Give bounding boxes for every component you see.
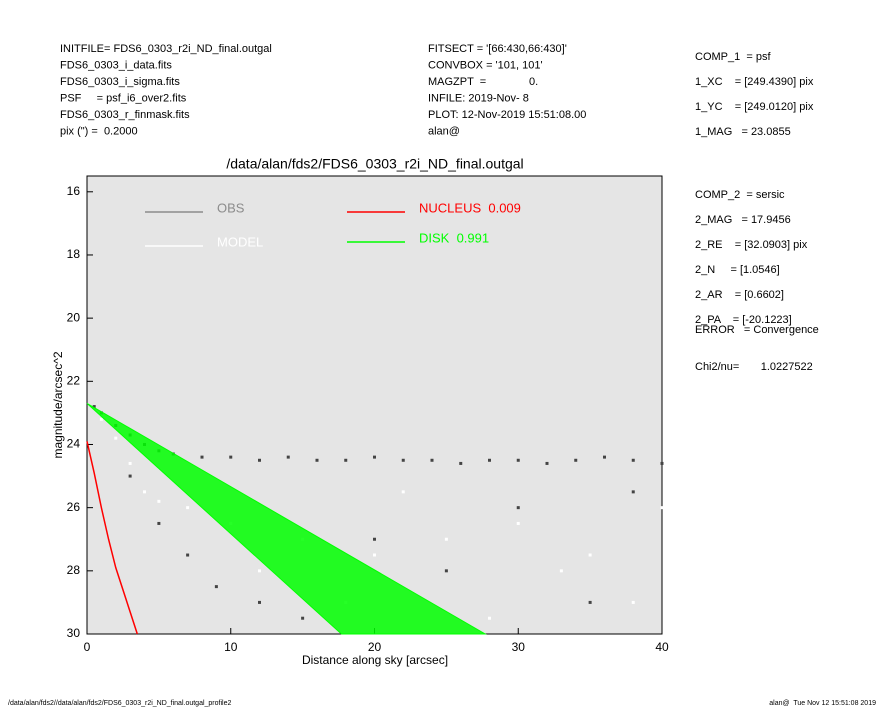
data-point bbox=[373, 537, 376, 541]
x-tick-label: 20 bbox=[368, 640, 382, 654]
header-line: FITSECT = '[66:430,66:430]' bbox=[428, 43, 567, 55]
data-point bbox=[631, 600, 635, 604]
y-tick-label: 24 bbox=[67, 437, 81, 451]
header-line: CONVBOX = '101, 101' bbox=[428, 59, 543, 71]
header-line: PLOT: 12-Nov-2019 15:51:08.00 bbox=[428, 109, 586, 121]
legend-label: NUCLEUS 0.009 bbox=[419, 200, 521, 215]
data-point bbox=[214, 585, 218, 589]
data-point bbox=[186, 506, 190, 510]
param-line: 2_AR = [0.6602] bbox=[695, 289, 784, 301]
header-line: pix (") = 0.2000 bbox=[60, 125, 138, 137]
x-tick-label: 30 bbox=[512, 640, 526, 654]
data-point bbox=[603, 455, 606, 459]
y-tick-label: 30 bbox=[67, 626, 81, 640]
data-point bbox=[143, 490, 146, 494]
footer-left: /data/alan/fds2//data/alan/fds2/FDS6_030… bbox=[8, 700, 231, 707]
data-point bbox=[516, 521, 520, 525]
profile-line bbox=[86, 441, 139, 635]
chart-title: /data/alan/fds2/FDS6_0303_r2i_ND_final.o… bbox=[226, 156, 523, 172]
param-line: 1_XC = [249.4390] pix bbox=[695, 76, 814, 88]
chi-text: Chi2/nu= 1.0227522 bbox=[695, 361, 813, 373]
data-point bbox=[401, 490, 405, 494]
param-line: COMP_2 = sersic bbox=[695, 189, 785, 201]
data-point bbox=[545, 461, 549, 465]
data-point bbox=[315, 458, 319, 462]
error-text: ERROR = Convergence bbox=[695, 324, 819, 336]
data-point bbox=[444, 569, 448, 573]
param-line: 2_N = [1.0546] bbox=[695, 264, 780, 276]
data-point bbox=[258, 458, 261, 462]
data-point bbox=[516, 458, 520, 462]
data-point bbox=[559, 569, 563, 573]
header-line: INITFILE= FDS6_0303_r2i_ND_final.outgal bbox=[60, 43, 272, 55]
data-point bbox=[344, 458, 348, 462]
data-point bbox=[401, 458, 405, 462]
data-point bbox=[574, 458, 578, 462]
param-line: 1_YC = [249.0120] pix bbox=[695, 101, 814, 113]
data-point bbox=[128, 474, 132, 478]
y-tick-label: 22 bbox=[67, 373, 81, 387]
data-point bbox=[488, 616, 491, 620]
header-line: FDS6_0303_r_finmask.fits bbox=[60, 109, 190, 121]
param-line: 1_MAG = 23.0855 bbox=[695, 126, 791, 138]
legend-label: OBS bbox=[217, 200, 245, 215]
data-point bbox=[459, 461, 463, 465]
data-point bbox=[286, 455, 290, 459]
data-point bbox=[373, 455, 376, 459]
plot-area bbox=[86, 175, 663, 635]
data-point bbox=[301, 616, 305, 620]
data-point bbox=[186, 553, 190, 557]
data-point bbox=[516, 506, 520, 510]
header-line: INFILE: 2019-Nov- 8 bbox=[428, 92, 529, 104]
data-point bbox=[114, 436, 118, 440]
header-line: FDS6_0303_i_sigma.fits bbox=[60, 76, 180, 88]
data-point bbox=[631, 458, 635, 462]
data-point bbox=[488, 458, 491, 462]
y-tick-label: 26 bbox=[67, 500, 81, 514]
legend-label: MODEL bbox=[217, 234, 263, 249]
data-point bbox=[258, 600, 261, 604]
data-point bbox=[128, 461, 132, 465]
data-point bbox=[157, 499, 161, 503]
data-point bbox=[444, 537, 448, 541]
data-point bbox=[258, 569, 261, 573]
y-tick-label: 28 bbox=[67, 563, 81, 577]
param-line: 2_PA = [-20.1223] bbox=[695, 314, 792, 326]
data-point bbox=[157, 521, 161, 525]
data-point bbox=[229, 455, 233, 459]
y-axis-label: magnitude/arcsec^2 bbox=[51, 351, 65, 458]
x-tick-label: 40 bbox=[655, 640, 669, 654]
data-point bbox=[200, 455, 204, 459]
data-point bbox=[660, 461, 664, 465]
data-point bbox=[588, 600, 592, 604]
data-point bbox=[660, 506, 664, 510]
y-tick-label: 16 bbox=[67, 184, 81, 198]
data-point bbox=[373, 553, 376, 557]
x-axis-label: Distance along sky [arcsec] bbox=[302, 653, 448, 667]
param-line: 2_MAG = 17.9456 bbox=[695, 214, 791, 226]
header-line: alan@ bbox=[428, 125, 460, 137]
param-line: 2_RE = [32.0903] pix bbox=[695, 239, 808, 251]
profile-band bbox=[86, 402, 488, 635]
footer-right: alan@ Tue Nov 12 15:51:08 2019 bbox=[769, 700, 876, 707]
data-point bbox=[588, 553, 592, 557]
x-tick-label: 0 bbox=[84, 640, 91, 654]
y-tick-label: 20 bbox=[67, 310, 81, 324]
data-point bbox=[92, 405, 96, 409]
y-tick-label: 18 bbox=[67, 247, 81, 261]
x-tick-label: 10 bbox=[224, 640, 238, 654]
header-line: MAGZPT = 0. bbox=[428, 76, 538, 88]
data-point bbox=[631, 490, 635, 494]
data-point bbox=[99, 417, 103, 421]
header-line: PSF = psf_i6_over2.fits bbox=[60, 92, 187, 104]
header-line: FDS6_0303_i_data.fits bbox=[60, 59, 172, 71]
param-line: COMP_1 = psf bbox=[695, 51, 771, 63]
data-point bbox=[430, 458, 434, 462]
legend-label: DISK 0.991 bbox=[419, 230, 489, 245]
